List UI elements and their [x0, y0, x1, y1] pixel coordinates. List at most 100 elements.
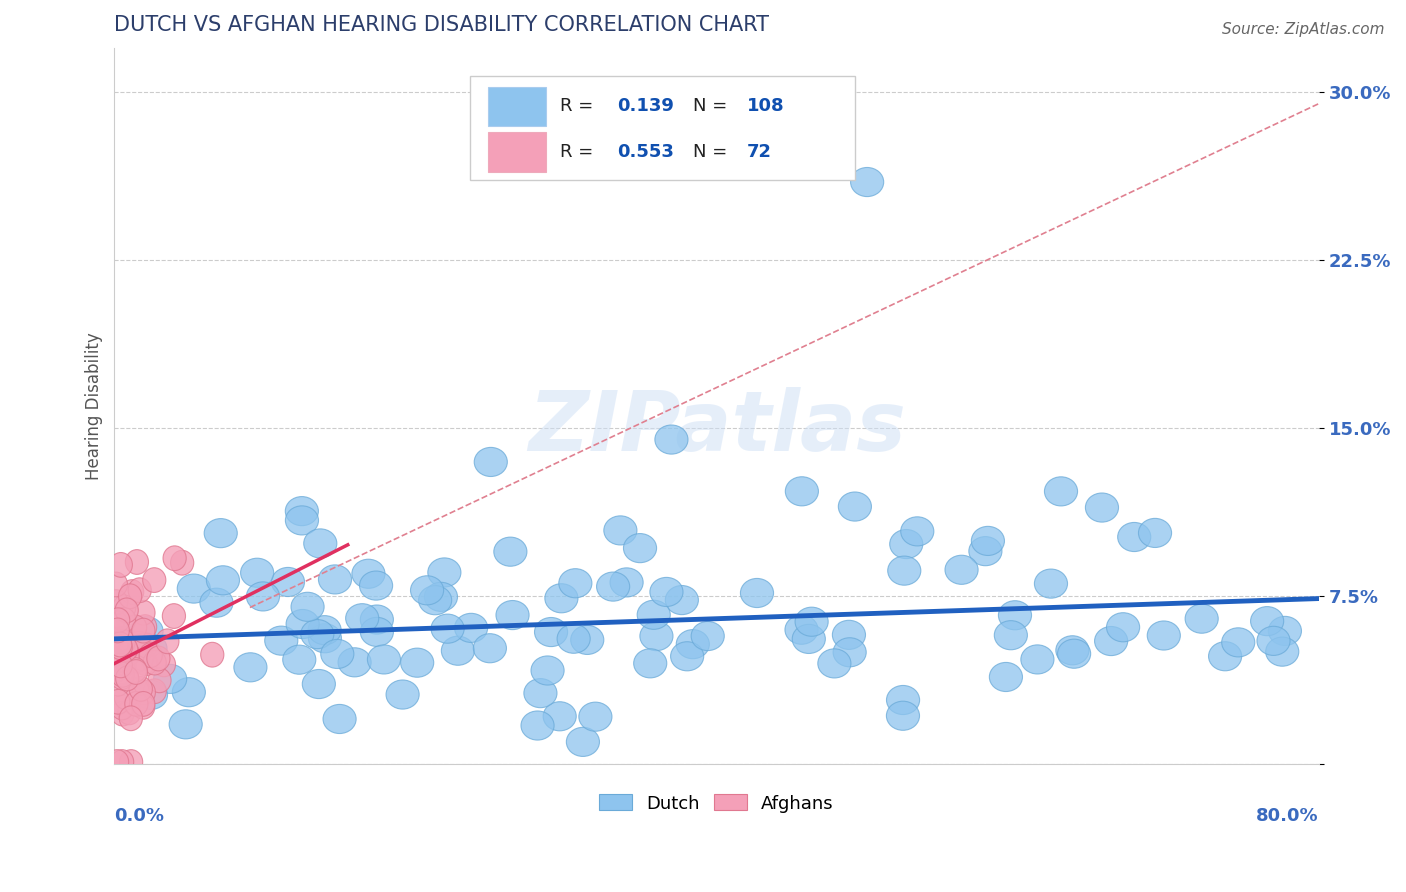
Ellipse shape [671, 641, 704, 671]
Ellipse shape [104, 610, 128, 635]
Ellipse shape [834, 638, 866, 667]
Ellipse shape [360, 605, 394, 634]
Ellipse shape [124, 657, 146, 682]
Text: R =: R = [560, 97, 599, 115]
Ellipse shape [1056, 636, 1090, 665]
Ellipse shape [546, 583, 578, 613]
Ellipse shape [120, 706, 142, 731]
Ellipse shape [1265, 637, 1299, 666]
Ellipse shape [156, 629, 179, 654]
Ellipse shape [792, 624, 825, 654]
Ellipse shape [233, 653, 267, 681]
Ellipse shape [127, 648, 149, 673]
Ellipse shape [127, 679, 149, 703]
Ellipse shape [360, 617, 394, 647]
Ellipse shape [337, 648, 371, 677]
Ellipse shape [522, 711, 554, 740]
Ellipse shape [637, 600, 671, 630]
Ellipse shape [132, 618, 155, 643]
Ellipse shape [112, 651, 136, 676]
Ellipse shape [128, 632, 150, 656]
Ellipse shape [1268, 616, 1302, 646]
Ellipse shape [112, 595, 136, 620]
Ellipse shape [111, 695, 134, 720]
Ellipse shape [1057, 640, 1091, 668]
Ellipse shape [162, 604, 186, 629]
Text: 80.0%: 80.0% [1256, 807, 1319, 825]
Ellipse shape [121, 580, 143, 605]
Ellipse shape [1185, 604, 1218, 633]
Ellipse shape [112, 630, 135, 654]
Ellipse shape [108, 627, 131, 651]
Ellipse shape [432, 614, 464, 643]
Ellipse shape [1045, 477, 1077, 506]
Ellipse shape [120, 749, 143, 774]
Ellipse shape [603, 516, 637, 545]
Ellipse shape [1209, 641, 1241, 671]
Ellipse shape [346, 604, 378, 632]
Ellipse shape [246, 582, 280, 611]
Ellipse shape [579, 702, 612, 731]
Ellipse shape [786, 476, 818, 506]
Ellipse shape [110, 659, 134, 684]
Ellipse shape [474, 448, 508, 476]
Ellipse shape [170, 550, 194, 575]
Ellipse shape [146, 646, 170, 671]
Ellipse shape [1250, 607, 1284, 636]
Ellipse shape [118, 700, 141, 724]
Ellipse shape [1222, 628, 1254, 657]
Ellipse shape [785, 615, 818, 644]
Ellipse shape [107, 661, 129, 685]
Ellipse shape [524, 679, 557, 707]
Ellipse shape [105, 657, 128, 681]
Ellipse shape [110, 629, 132, 654]
Ellipse shape [623, 533, 657, 563]
Ellipse shape [110, 653, 132, 678]
Ellipse shape [107, 690, 129, 714]
Ellipse shape [945, 555, 979, 584]
Ellipse shape [558, 569, 592, 598]
Ellipse shape [650, 577, 683, 607]
Ellipse shape [115, 666, 139, 690]
Ellipse shape [557, 624, 591, 653]
Text: N =: N = [693, 143, 733, 161]
Ellipse shape [134, 634, 167, 663]
Ellipse shape [135, 633, 157, 657]
Ellipse shape [401, 648, 433, 677]
Ellipse shape [132, 691, 155, 716]
Ellipse shape [105, 749, 129, 774]
Ellipse shape [571, 625, 603, 655]
Ellipse shape [135, 681, 167, 709]
Ellipse shape [129, 676, 152, 701]
Ellipse shape [115, 663, 138, 688]
Ellipse shape [112, 628, 136, 653]
Ellipse shape [111, 701, 134, 726]
Ellipse shape [207, 566, 239, 595]
Ellipse shape [308, 615, 342, 645]
Ellipse shape [886, 701, 920, 731]
Text: 0.0%: 0.0% [114, 807, 165, 825]
Ellipse shape [148, 668, 172, 693]
Ellipse shape [1035, 569, 1067, 599]
Ellipse shape [832, 620, 866, 649]
Y-axis label: Hearing Disability: Hearing Disability [86, 332, 103, 480]
Ellipse shape [169, 710, 202, 739]
Ellipse shape [271, 567, 305, 597]
Ellipse shape [567, 727, 599, 756]
Ellipse shape [125, 549, 149, 574]
Ellipse shape [104, 657, 128, 681]
Ellipse shape [111, 660, 135, 685]
Ellipse shape [308, 624, 342, 653]
Ellipse shape [139, 643, 162, 667]
Ellipse shape [838, 492, 872, 521]
Ellipse shape [107, 618, 129, 643]
Ellipse shape [969, 537, 1002, 566]
Ellipse shape [114, 637, 138, 662]
Ellipse shape [124, 659, 148, 684]
Ellipse shape [794, 607, 828, 636]
Ellipse shape [972, 526, 1004, 556]
Text: 0.553: 0.553 [617, 143, 673, 161]
Ellipse shape [301, 620, 333, 648]
Text: 72: 72 [747, 143, 772, 161]
Ellipse shape [692, 622, 724, 650]
